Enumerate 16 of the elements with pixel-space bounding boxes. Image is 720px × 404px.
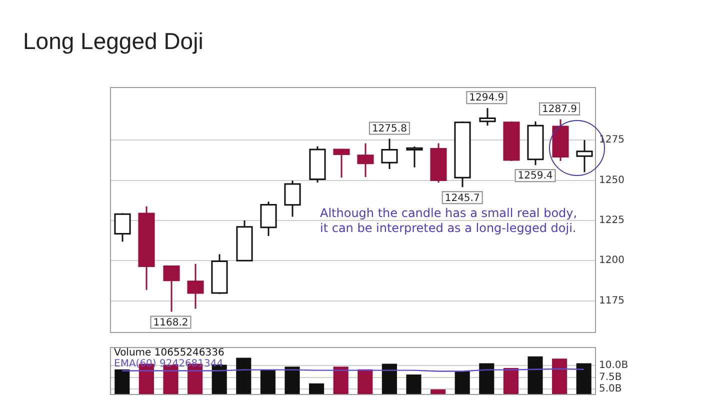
annotation: 1168.2 [153,317,188,328]
chart-title: Long Legged Doji [23,28,204,55]
y-tick-label: 1200 [599,255,624,266]
y-tick-label: 1225 [599,215,624,226]
annotation: Although the candle has a small real body, it can be interpreted as a long-legged doji. [320,206,578,236]
y-tick-label: 7.5B [599,372,622,383]
annotation: 1275.8 [372,123,407,134]
annotation: 1245.7 [444,192,480,204]
y-tick-label: 1250 [599,174,624,186]
y-tick-label: 5.0B [599,384,622,395]
annotation: 1259.4 [518,170,553,182]
series-label: Volume 10655246336 [114,348,224,359]
annotation: 1294.9 [469,92,504,104]
y-tick-label: 1175 [599,295,624,306]
y-tick-label: 10.0B [599,360,628,372]
annotation: 1287.9 [542,104,578,115]
